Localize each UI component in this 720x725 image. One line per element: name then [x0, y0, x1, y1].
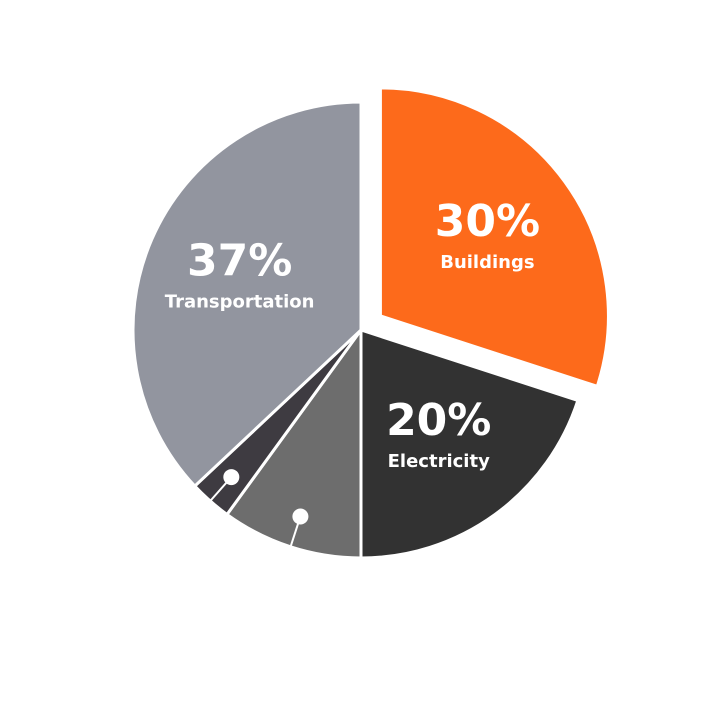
callout-dot [292, 508, 309, 525]
pie-slice-electricity [359, 328, 580, 560]
slice-value-label: 37% [187, 235, 292, 286]
pie-slices [131, 86, 610, 560]
pie-labels: 30% Buildings 20% Electricity 37% Transportat… [165, 196, 540, 548]
pie-slice-transportation [131, 100, 363, 488]
slice-category-label: Electricity [388, 451, 490, 472]
slice-value-label: 30% [435, 196, 540, 247]
slice-category-label: Buildings [440, 252, 534, 273]
slice-value-label: 20% [386, 395, 491, 446]
pie-slice-buildings [378, 86, 610, 388]
slice-category-label: Transportation [165, 291, 315, 312]
pie-slice-unlabeled-2 [225, 328, 363, 560]
callout-dot [223, 469, 240, 486]
